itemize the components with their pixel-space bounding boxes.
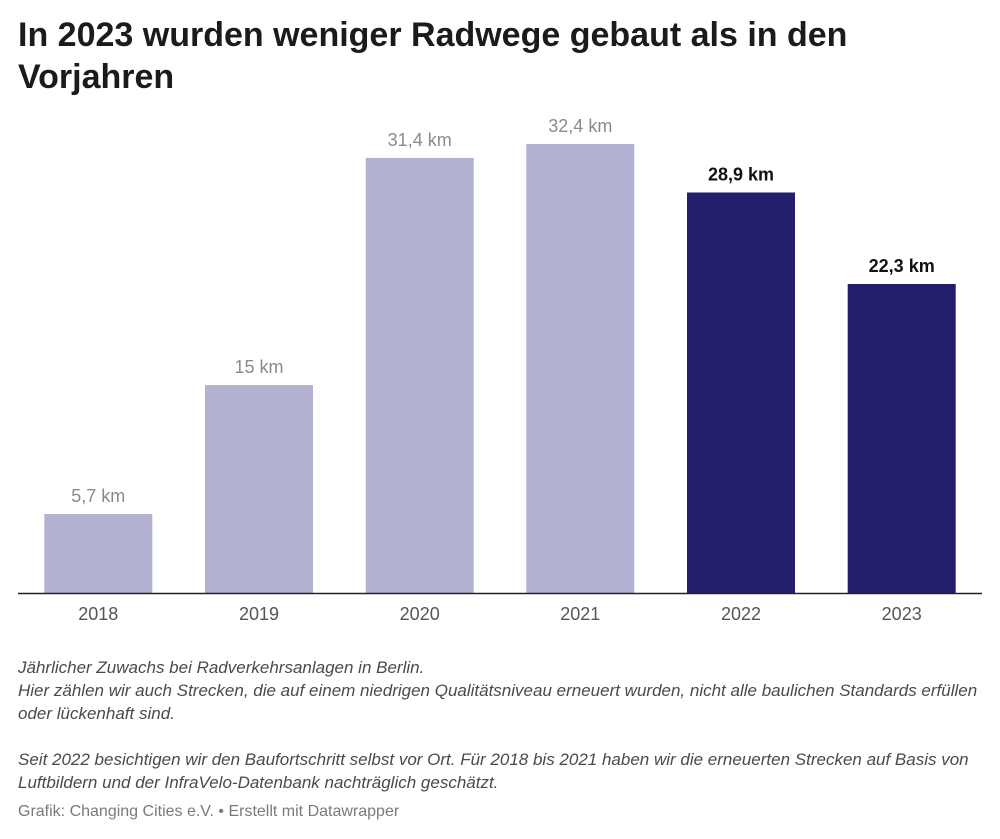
bar-2018 [44,514,153,593]
chart-notes: Jährlicher Zuwachs bei Radverkehrsanlage… [18,656,983,794]
x-tick-label-2018: 2018 [78,604,118,624]
bar-2019 [205,385,313,593]
x-tick-label-2022: 2022 [721,604,761,624]
x-tick-label-2019: 2019 [239,604,279,624]
source-footer: Grafik: Changing Cities e.V. • Erstellt … [18,803,400,820]
value-label-2023: 22,3 km [869,256,935,276]
x-tick-label-2023: 2023 [882,604,922,624]
note-line-3: Seit 2022 besichtigen wir den Baufortsch… [18,750,969,792]
value-label-2020: 31,4 km [388,130,452,150]
bar-2022 [687,192,795,593]
chart-title: In 2023 wurden weniger Radwege gebaut al… [18,16,848,96]
bar-2023 [847,284,956,593]
x-tick-label-2021: 2021 [560,604,600,624]
bar-chart: 5,7 km 2018 15 km 2019 31,4 km 2020 32,4 km 202… [18,116,982,624]
value-label-2019: 15 km [234,357,283,377]
bar-2021 [526,144,635,593]
value-label-2018: 5,7 km [71,486,125,506]
note-line-1: Jährlicher Zuwachs bei Radverkehrsanlage… [18,658,425,677]
bar-2020 [365,157,474,593]
value-label-2022: 28,9 km [708,165,774,185]
x-tick-label-2020: 2020 [400,604,440,624]
value-label-2021: 32,4 km [548,116,612,136]
note-line-2: Hier zählen wir auch Strecken, die auf e… [18,681,978,723]
